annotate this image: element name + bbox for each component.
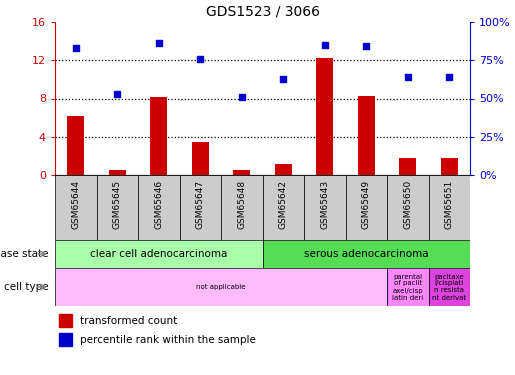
Bar [316, 58, 333, 175]
Point [404, 74, 412, 80]
Text: GSM65649: GSM65649 [362, 180, 371, 230]
Point [154, 40, 163, 46]
Text: GSM65644: GSM65644 [71, 180, 80, 229]
Bar [263, 175, 304, 240]
Point [321, 42, 329, 48]
Text: parental
of paclit
axel/cisp
latin deri: parental of paclit axel/cisp latin deri [392, 273, 423, 300]
Text: clear cell adenocarcinoma: clear cell adenocarcinoma [90, 249, 228, 259]
Bar [192, 141, 209, 175]
Bar [55, 268, 387, 306]
Bar [96, 175, 138, 240]
Bar [138, 175, 180, 240]
Bar [263, 240, 470, 268]
Text: GSM65642: GSM65642 [279, 180, 288, 229]
Point [72, 45, 80, 51]
Bar [304, 175, 346, 240]
Bar [428, 175, 470, 240]
Bar [59, 333, 72, 346]
Point [362, 44, 370, 50]
Point [279, 76, 287, 82]
Text: GSM65651: GSM65651 [445, 180, 454, 230]
Point [113, 91, 122, 97]
Bar [233, 170, 250, 175]
Text: cell type: cell type [4, 282, 49, 292]
Text: GSM65643: GSM65643 [320, 180, 329, 230]
Bar [67, 116, 84, 175]
Bar [180, 175, 221, 240]
Text: GSM65647: GSM65647 [196, 180, 205, 230]
Text: not applicable: not applicable [196, 284, 246, 290]
Bar [109, 170, 126, 175]
Text: percentile rank within the sample: percentile rank within the sample [80, 334, 256, 345]
Bar [55, 240, 263, 268]
Bar [400, 158, 416, 175]
Text: GSM65645: GSM65645 [113, 180, 122, 230]
Bar [59, 314, 72, 327]
Bar [346, 175, 387, 240]
Text: GSM65646: GSM65646 [154, 180, 163, 230]
Bar [387, 268, 428, 306]
Point [237, 94, 246, 100]
Bar [150, 97, 167, 175]
Bar [358, 96, 374, 175]
Bar [428, 268, 470, 306]
Bar [275, 164, 291, 175]
Text: serous adenocarcinoma: serous adenocarcinoma [304, 249, 428, 259]
Text: disease state: disease state [0, 249, 49, 259]
Bar [221, 175, 263, 240]
Text: GSM65648: GSM65648 [237, 180, 246, 230]
Text: GSM65650: GSM65650 [403, 180, 412, 230]
Bar [55, 175, 96, 240]
Bar [387, 175, 428, 240]
Bar [441, 158, 457, 175]
Point [445, 74, 453, 80]
Text: transformed count: transformed count [80, 316, 177, 326]
Text: pacltaxe
l/cisplati
n resista
nt derivat: pacltaxe l/cisplati n resista nt derivat [432, 273, 466, 300]
Title: GDS1523 / 3066: GDS1523 / 3066 [205, 4, 319, 18]
Point [196, 56, 204, 62]
